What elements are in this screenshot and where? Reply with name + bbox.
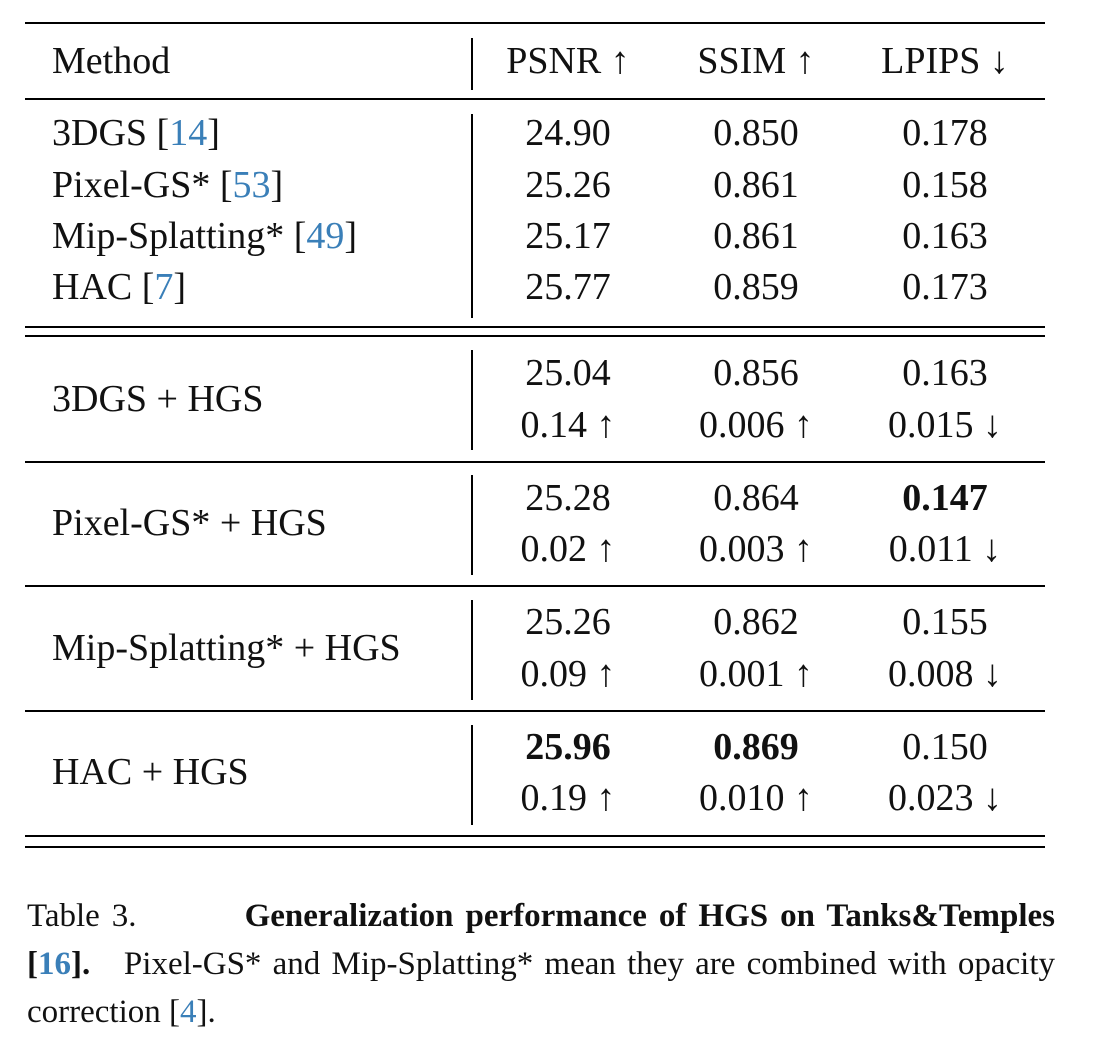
- lpips-delta: 0.023 ↓: [888, 777, 1002, 819]
- column-separator: [471, 600, 473, 700]
- bottom-rule-upper: [25, 835, 1045, 837]
- psnr-value: 25.17: [525, 215, 611, 257]
- column-separator: [471, 114, 473, 318]
- caption-text: Pixel-GS* and Mip-Splatting* mean they a…: [27, 946, 1056, 1030]
- ssim-delta: 0.006 ↑: [699, 404, 813, 446]
- lpips-delta: 0.015 ↓: [888, 404, 1002, 446]
- psnr-value: 25.77: [525, 266, 611, 308]
- citation-link[interactable]: 53: [232, 164, 271, 206]
- header-ssim: SSIM ↑: [697, 40, 815, 82]
- citation-link[interactable]: 4: [180, 994, 197, 1030]
- method-name: Pixel-GS* [53]: [52, 164, 284, 206]
- lpips-value-best: 0.147: [902, 477, 988, 519]
- psnr-value: 25.26: [525, 601, 611, 643]
- ssim-delta: 0.010 ↑: [699, 777, 813, 819]
- psnr-delta: 0.09 ↑: [520, 653, 616, 695]
- column-separator: [471, 350, 473, 450]
- group-rule-3: [25, 710, 1045, 712]
- method-name: HAC + HGS: [52, 751, 249, 793]
- double-rule-upper: [25, 326, 1045, 328]
- ssim-value: 0.850: [713, 112, 799, 154]
- lpips-value: 0.150: [902, 726, 988, 768]
- ssim-value: 0.861: [713, 164, 799, 206]
- ssim-value: 0.862: [713, 601, 799, 643]
- method-name: 3DGS [14]: [52, 112, 220, 154]
- method-name: 3DGS + HGS: [52, 378, 264, 420]
- caption-label: Table 3.: [27, 898, 137, 934]
- header-method: Method: [52, 40, 171, 82]
- lpips-delta: 0.011 ↓: [888, 528, 1002, 570]
- psnr-value-best: 25.96: [525, 726, 611, 768]
- ssim-value: 0.859: [713, 266, 799, 308]
- lpips-value: 0.163: [902, 215, 988, 257]
- ssim-value-best: 0.869: [713, 726, 799, 768]
- psnr-delta: 0.14 ↑: [520, 404, 616, 446]
- psnr-value: 25.28: [525, 477, 611, 519]
- psnr-value: 25.04: [525, 352, 611, 394]
- ssim-value: 0.861: [713, 215, 799, 257]
- ssim-delta: 0.003 ↑: [699, 528, 813, 570]
- double-rule-lower: [25, 335, 1045, 337]
- citation-link[interactable]: 14: [169, 112, 208, 154]
- lpips-value: 0.178: [902, 112, 988, 154]
- header-psnr: PSNR ↑: [506, 40, 630, 82]
- psnr-delta: 0.02 ↑: [520, 528, 616, 570]
- ssim-value: 0.864: [713, 477, 799, 519]
- method-name: Mip-Splatting* + HGS: [52, 627, 401, 669]
- lpips-delta: 0.008 ↓: [888, 653, 1002, 695]
- column-separator: [471, 725, 473, 825]
- citation-link[interactable]: 49: [306, 215, 345, 257]
- table-caption: Table 3. Generalization performance of H…: [27, 892, 1055, 1036]
- lpips-value: 0.173: [902, 266, 988, 308]
- group-rule-1: [25, 461, 1045, 463]
- ssim-delta: 0.001 ↑: [699, 653, 813, 695]
- psnr-value: 24.90: [525, 112, 611, 154]
- psnr-value: 25.26: [525, 164, 611, 206]
- citation-link[interactable]: 16: [38, 946, 71, 982]
- lpips-value: 0.163: [902, 352, 988, 394]
- top-rule: [25, 22, 1045, 24]
- psnr-delta: 0.19 ↑: [520, 777, 616, 819]
- group-rule-2: [25, 585, 1045, 587]
- citation-link[interactable]: 7: [154, 266, 174, 308]
- method-name: Pixel-GS* + HGS: [52, 502, 327, 544]
- header-rule: [25, 98, 1045, 100]
- column-separator: [471, 475, 473, 575]
- bottom-rule-lower: [25, 846, 1045, 848]
- lpips-value: 0.158: [902, 164, 988, 206]
- header-lpips: LPIPS ↓: [881, 40, 1009, 82]
- caption-title: Generalization performance of HGS on Tan…: [27, 898, 1055, 982]
- method-name: Mip-Splatting* [49]: [52, 215, 358, 257]
- method-name: HAC [7]: [52, 266, 187, 308]
- ssim-value: 0.856: [713, 352, 799, 394]
- lpips-value: 0.155: [902, 601, 988, 643]
- column-separator: [471, 38, 473, 90]
